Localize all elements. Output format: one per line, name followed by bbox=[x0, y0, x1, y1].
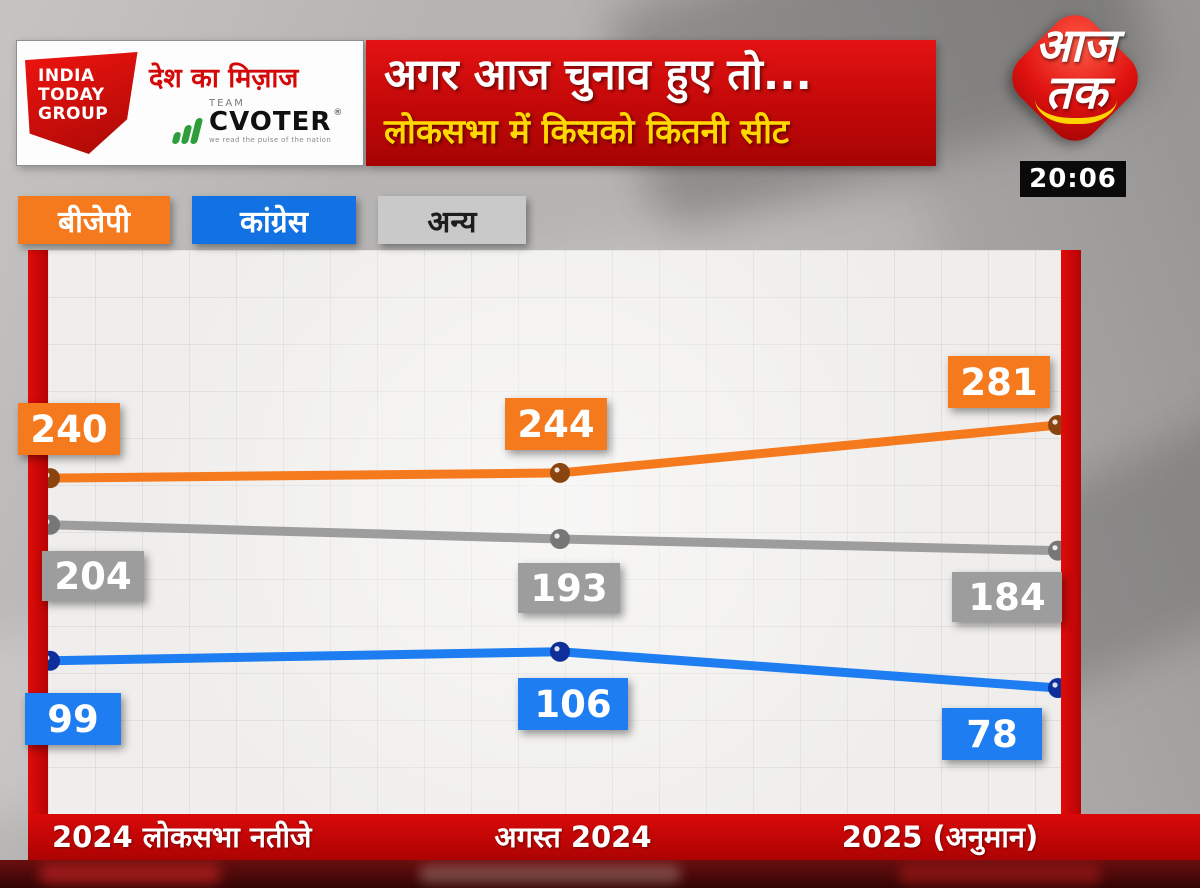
value-label-others-3: 184 bbox=[952, 572, 1062, 622]
value-label-others-1: 204 bbox=[42, 551, 144, 601]
value-label-bjp-1: 240 bbox=[18, 403, 120, 455]
value-label-others-2: 193 bbox=[518, 563, 620, 613]
registered-mark: ® bbox=[333, 108, 343, 119]
legend-item-congress: कांग्रेस bbox=[192, 196, 356, 244]
cvoter-slogan: we read the pulse of the nation bbox=[209, 136, 332, 145]
x-axis-bar: 2024 लोकसभा नतीजे अगस्त 2024 2025 (अनुमा… bbox=[28, 814, 1200, 860]
value-label-congress-3: 78 bbox=[942, 708, 1042, 760]
x-axis-label-2024-results: 2024 लोकसभा नतीजे bbox=[52, 820, 312, 854]
india-today-logo-line: INDIA bbox=[38, 66, 95, 86]
cvoter-name: CVOTER bbox=[209, 107, 332, 138]
headline-sub: लोकसभा में किसको कितनी सीट bbox=[384, 111, 790, 152]
india-today-cvoter-card: INDIA TODAY GROUP देश का मिज़ाज TEAM CVO… bbox=[16, 40, 364, 166]
india-today-logo-line: TODAY bbox=[38, 85, 105, 106]
cvoter-logo: TEAM CVOTER ® we read the pulse of the n… bbox=[171, 98, 343, 145]
chart-right-axis-bar bbox=[1061, 250, 1081, 816]
value-label-congress-2: 106 bbox=[518, 678, 628, 730]
india-today-logo-line: GROUP bbox=[38, 104, 109, 125]
value-label-congress-1: 99 bbox=[25, 693, 121, 745]
aajtak-logo: आज तक bbox=[998, 4, 1154, 162]
headline-main: अगर आज चुनाव हुए तो... bbox=[384, 50, 812, 101]
cvoter-bars-icon bbox=[171, 118, 204, 145]
aajtak-word-aaj: आज bbox=[1035, 18, 1117, 72]
legend-item-bjp: बीजेपी bbox=[18, 196, 170, 244]
legend-item-others: अन्य bbox=[378, 196, 526, 244]
ticker-strip bbox=[0, 860, 1200, 888]
aajtak-logo-text: आज तक bbox=[998, 22, 1154, 124]
time-display: 20:06 bbox=[1020, 161, 1126, 197]
chart-left-axis-bar bbox=[28, 250, 48, 816]
cvoter-team-label: TEAM bbox=[209, 98, 245, 110]
value-label-bjp-3: 281 bbox=[948, 356, 1050, 408]
x-axis-label-2025-projection: 2025 (अनुमान) bbox=[841, 820, 1039, 854]
aajtak-word-tak: तक bbox=[1035, 68, 1117, 124]
india-today-logo: INDIA TODAY GROUP bbox=[25, 52, 138, 154]
chart-plot-area bbox=[48, 250, 1061, 815]
x-axis-label-aug-2024: अगस्त 2024 bbox=[494, 820, 652, 854]
headline-banner: अगर आज चुनाव हुए तो... लोकसभा में किसको … bbox=[366, 40, 936, 166]
show-title: देश का मिज़ाज bbox=[149, 62, 299, 94]
value-label-bjp-2: 244 bbox=[505, 398, 607, 450]
